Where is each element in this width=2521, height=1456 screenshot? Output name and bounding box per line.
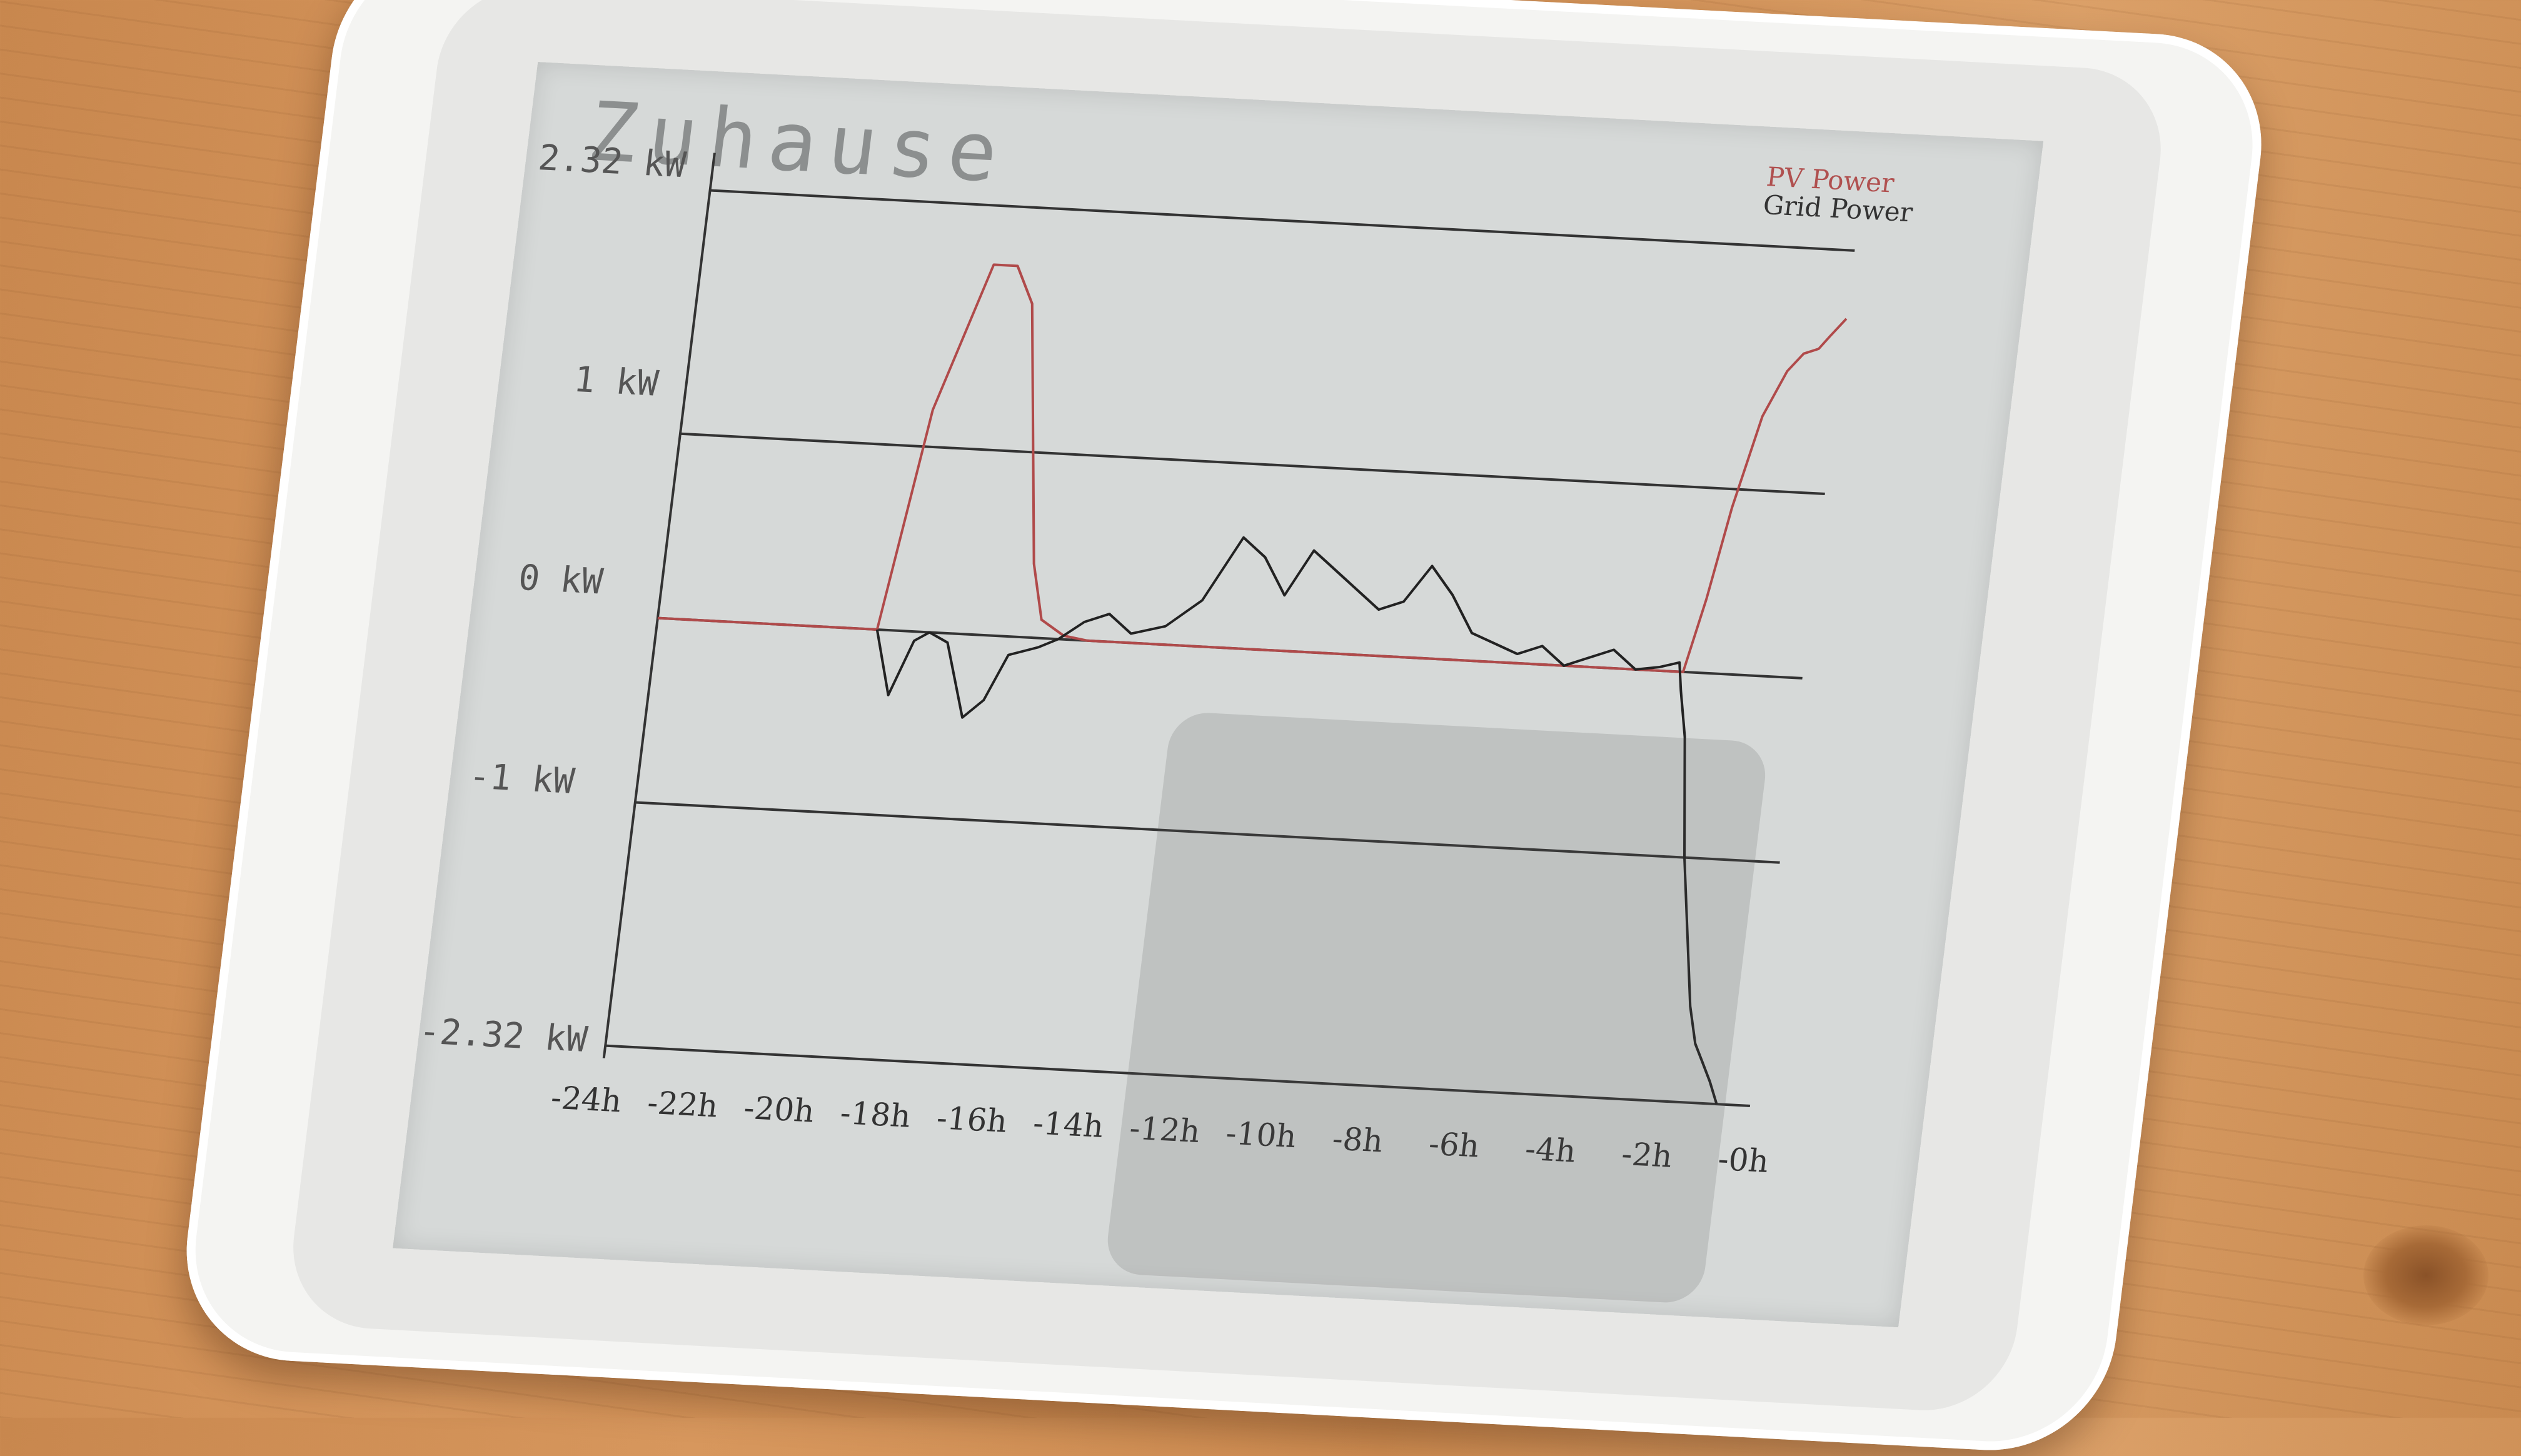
grid-line xyxy=(605,1044,1751,1107)
y-axis xyxy=(602,153,716,1058)
epaper-screen: Zuhause PV Power Grid Power 2.32 kW 1 kW… xyxy=(393,62,2044,1328)
grid-line xyxy=(635,801,1780,864)
wood-knot xyxy=(2363,1225,2488,1325)
grid-line xyxy=(680,432,1825,496)
device-bezel: Zuhause PV Power Grid Power 2.32 kW 1 kW… xyxy=(283,0,2171,1415)
grid-power-line xyxy=(875,536,1718,1105)
pv-power-line xyxy=(657,263,1848,673)
epaper-device: Zuhause PV Power Grid Power 2.32 kW 1 kW… xyxy=(173,0,2275,1456)
screen-glare-reflection xyxy=(1103,711,1770,1305)
power-chart xyxy=(602,153,1855,1107)
grid-line xyxy=(710,189,1855,252)
